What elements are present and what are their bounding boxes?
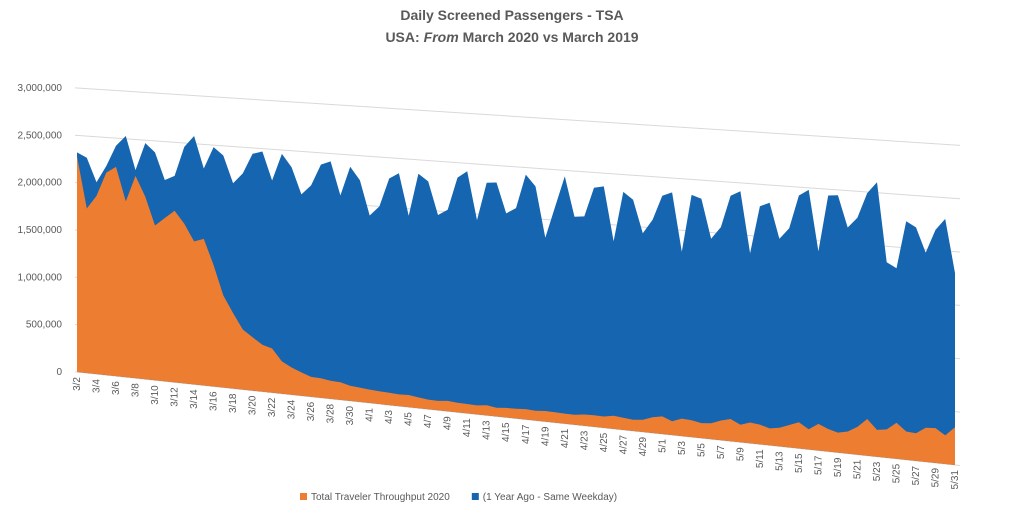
x-tick-label: 5/13 <box>774 451 785 471</box>
x-tick-label: 5/23 <box>872 461 883 481</box>
legend-swatch <box>471 493 479 500</box>
x-tick-label: 4/15 <box>501 422 512 442</box>
x-tick-label: 3/26 <box>306 401 317 421</box>
grid-line <box>74 134 961 200</box>
legend-label: Total Traveler Throughput 2020 <box>311 492 450 503</box>
x-tick-label: 4/9 <box>443 416 454 430</box>
x-tick-label: 3/20 <box>248 395 259 415</box>
x-tick-label: 5/27 <box>911 465 922 485</box>
y-tick-label: 0 <box>56 367 62 378</box>
x-tick-label: 5/1 <box>657 439 668 453</box>
x-tick-label: 3/18 <box>228 393 239 413</box>
grid-line <box>74 87 961 146</box>
chart-subtitle: USA: From March 2020 vs March 2019 <box>385 29 638 45</box>
y-tick-label: 500,000 <box>26 320 63 331</box>
x-tick-label: 4/3 <box>384 410 395 424</box>
y-tick-label: 3,000,000 <box>18 83 63 94</box>
x-tick-label: 4/5 <box>404 412 415 426</box>
subtitle-part: March 2020 vs March 2019 <box>463 29 639 45</box>
x-tick-label: 3/16 <box>209 391 220 411</box>
y-tick-label: 1,000,000 <box>18 272 63 283</box>
x-tick-label: 4/17 <box>521 424 532 444</box>
x-tick-label: 3/24 <box>287 399 298 419</box>
x-tick-label: 4/13 <box>482 420 493 440</box>
x-tick-label: 3/12 <box>170 387 181 407</box>
legend-label: (1 Year Ago - Same Weekday) <box>483 492 617 503</box>
x-tick-label: 4/1 <box>365 408 376 422</box>
x-tick-label: 3/22 <box>267 397 278 417</box>
x-tick-label: 5/19 <box>833 457 844 477</box>
chart-title: Daily Screened Passengers - TSA <box>400 7 623 23</box>
subtitle-part: From <box>424 29 459 45</box>
x-tick-label: 4/29 <box>638 437 649 457</box>
x-tick-label: 3/8 <box>131 383 142 397</box>
x-tick-label: 4/23 <box>579 430 590 450</box>
x-tick-label: 3/30 <box>345 406 356 426</box>
x-tick-label: 5/15 <box>794 453 805 473</box>
x-tick-label: 5/17 <box>813 455 824 475</box>
x-tick-label: 5/5 <box>696 443 707 457</box>
x-tick-label: 4/21 <box>560 428 571 448</box>
x-tick-label: 5/9 <box>735 447 746 461</box>
x-tick-label: 5/31 <box>950 470 961 490</box>
x-tick-label: 3/14 <box>189 389 200 409</box>
x-tick-label: 5/25 <box>891 463 902 483</box>
y-tick-label: 2,000,000 <box>18 178 63 189</box>
x-tick-label: 5/21 <box>852 459 863 479</box>
x-tick-label: 3/28 <box>326 403 337 423</box>
x-tick-label: 4/11 <box>462 418 473 437</box>
x-tick-label: 3/6 <box>111 381 122 395</box>
x-tick-label: 4/27 <box>618 434 629 454</box>
x-tick-label: 5/7 <box>716 445 727 459</box>
x-tick-label: 4/19 <box>540 426 551 446</box>
y-tick-label: 1,500,000 <box>18 225 63 236</box>
y-tick-label: 2,500,000 <box>18 130 63 141</box>
x-tick-label: 4/25 <box>599 432 610 452</box>
x-tick-label: 3/10 <box>150 385 161 405</box>
x-tick-label: 3/2 <box>72 377 83 391</box>
subtitle-part: USA: <box>385 29 419 45</box>
x-tick-label: 5/29 <box>930 468 941 488</box>
area <box>77 156 955 465</box>
x-tick-label: 5/11 <box>755 449 766 468</box>
x-tick-label: 4/7 <box>423 414 434 428</box>
x-tick-label: 3/4 <box>92 379 103 393</box>
legend-swatch <box>300 493 307 500</box>
x-tick-label: 5/3 <box>677 441 688 455</box>
